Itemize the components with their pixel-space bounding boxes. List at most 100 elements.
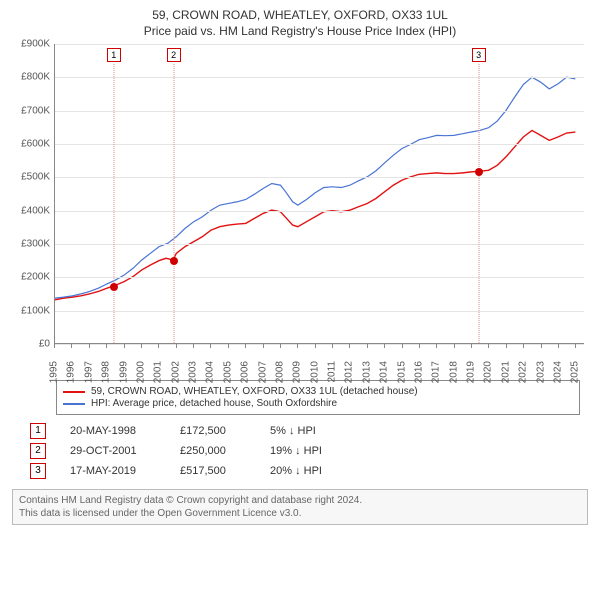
gridline-h [55, 144, 584, 145]
x-tick-label: 2004 [205, 361, 216, 383]
marker-table-price: £517,500 [180, 465, 270, 477]
x-tick [506, 344, 507, 348]
x-tick-label: 2011 [327, 361, 338, 383]
sale-marker-box: 3 [472, 48, 486, 62]
marker-table-index: 2 [30, 443, 46, 459]
sale-marker-box: 1 [107, 48, 121, 62]
marker-table-date: 29-OCT-2001 [70, 445, 180, 457]
x-tick-label: 2025 [570, 361, 581, 383]
x-tick [124, 344, 125, 348]
legend-label: HPI: Average price, detached house, Sout… [91, 398, 337, 409]
x-tick [471, 344, 472, 348]
x-tick-label: 2020 [483, 361, 494, 383]
marker-table-date: 20-MAY-1998 [70, 425, 180, 437]
title-sub: Price paid vs. HM Land Registry's House … [4, 24, 596, 38]
x-axis-labels: 1995199619971998199920002001200220032004… [54, 344, 584, 374]
x-tick-label: 2022 [518, 361, 529, 383]
x-tick-label: 2007 [257, 361, 268, 383]
x-tick [106, 344, 107, 348]
marker-table: 1 20-MAY-1998£172,5005% ↓ HPI 2 29-OCT-2001… [30, 423, 580, 479]
marker-table-index: 1 [30, 423, 46, 439]
title-block: 59, CROWN ROAD, WHEATLEY, OXFORD, OX33 1… [0, 0, 600, 40]
marker-table-price: £172,500 [180, 425, 270, 437]
gridline-h [55, 244, 584, 245]
x-tick-label: 2019 [466, 361, 477, 383]
y-tick-label: £400K [21, 205, 50, 216]
x-tick-label: 2001 [153, 361, 164, 383]
legend-swatch [63, 391, 85, 393]
gridline-h [55, 111, 584, 112]
sale-marker-box: 2 [167, 48, 181, 62]
series-svg [55, 44, 584, 343]
legend-item: 59, CROWN ROAD, WHEATLEY, OXFORD, OX33 1… [63, 386, 573, 397]
x-tick [558, 344, 559, 348]
x-tick [210, 344, 211, 348]
plot-wrap: £0£100K£200K£300K£400K£500K£600K£700K£80… [10, 44, 590, 374]
x-tick-label: 2005 [222, 361, 233, 383]
x-tick-label: 2016 [413, 361, 424, 383]
title-main: 59, CROWN ROAD, WHEATLEY, OXFORD, OX33 1… [4, 8, 596, 22]
x-tick [419, 344, 420, 348]
plot-area: 1 2 3 [54, 44, 584, 344]
gridline-h [55, 277, 584, 278]
x-tick-label: 2003 [188, 361, 199, 383]
series-price_paid [55, 130, 575, 299]
marker-table-delta: 20% ↓ HPI [270, 465, 322, 477]
x-tick-label: 1995 [49, 361, 60, 383]
x-tick [71, 344, 72, 348]
legend: 59, CROWN ROAD, WHEATLEY, OXFORD, OX33 1… [56, 380, 580, 415]
x-tick-label: 2024 [552, 361, 563, 383]
x-tick [349, 344, 350, 348]
x-tick [297, 344, 298, 348]
x-tick-label: 1999 [118, 361, 129, 383]
x-tick [367, 344, 368, 348]
legend-label: 59, CROWN ROAD, WHEATLEY, OXFORD, OX33 1… [91, 386, 418, 397]
x-tick-label: 1998 [101, 361, 112, 383]
footer-line-1: Contains HM Land Registry data © Crown c… [19, 494, 581, 507]
x-tick [454, 344, 455, 348]
sale-marker-dot [475, 168, 483, 176]
gridline-h [55, 77, 584, 78]
marker-table-delta: 5% ↓ HPI [270, 425, 316, 437]
x-tick [176, 344, 177, 348]
x-tick [263, 344, 264, 348]
x-tick-label: 2018 [448, 361, 459, 383]
x-tick-label: 2023 [535, 361, 546, 383]
y-tick-label: £100K [21, 305, 50, 316]
x-tick [315, 344, 316, 348]
x-tick [141, 344, 142, 348]
y-tick-label: £0 [39, 339, 50, 350]
x-tick-label: 2002 [170, 361, 181, 383]
x-tick [488, 344, 489, 348]
sale-marker-line [478, 64, 479, 343]
x-tick-label: 2021 [500, 361, 511, 383]
x-tick-label: 1996 [66, 361, 77, 383]
marker-table-row: 3 17-MAY-2019£517,50020% ↓ HPI [30, 463, 580, 479]
x-tick-label: 1997 [83, 361, 94, 383]
y-tick-label: £200K [21, 272, 50, 283]
x-tick-label: 2009 [292, 361, 303, 383]
x-tick-label: 2017 [431, 361, 442, 383]
x-tick [436, 344, 437, 348]
gridline-h [55, 44, 584, 45]
x-tick [384, 344, 385, 348]
x-tick [158, 344, 159, 348]
x-tick-label: 2015 [396, 361, 407, 383]
x-tick [402, 344, 403, 348]
x-tick-label: 2013 [361, 361, 372, 383]
x-tick [280, 344, 281, 348]
x-tick-label: 2012 [344, 361, 355, 383]
sale-marker-dot [170, 257, 178, 265]
x-tick [541, 344, 542, 348]
x-tick [245, 344, 246, 348]
x-tick [575, 344, 576, 348]
x-tick-label: 2008 [274, 361, 285, 383]
x-tick-label: 2010 [309, 361, 320, 383]
marker-table-date: 17-MAY-2019 [70, 465, 180, 477]
x-tick [332, 344, 333, 348]
marker-table-index: 3 [30, 463, 46, 479]
y-tick-label: £800K [21, 72, 50, 83]
x-tick-label: 2006 [240, 361, 251, 383]
y-tick-label: £900K [21, 39, 50, 50]
x-tick [193, 344, 194, 348]
